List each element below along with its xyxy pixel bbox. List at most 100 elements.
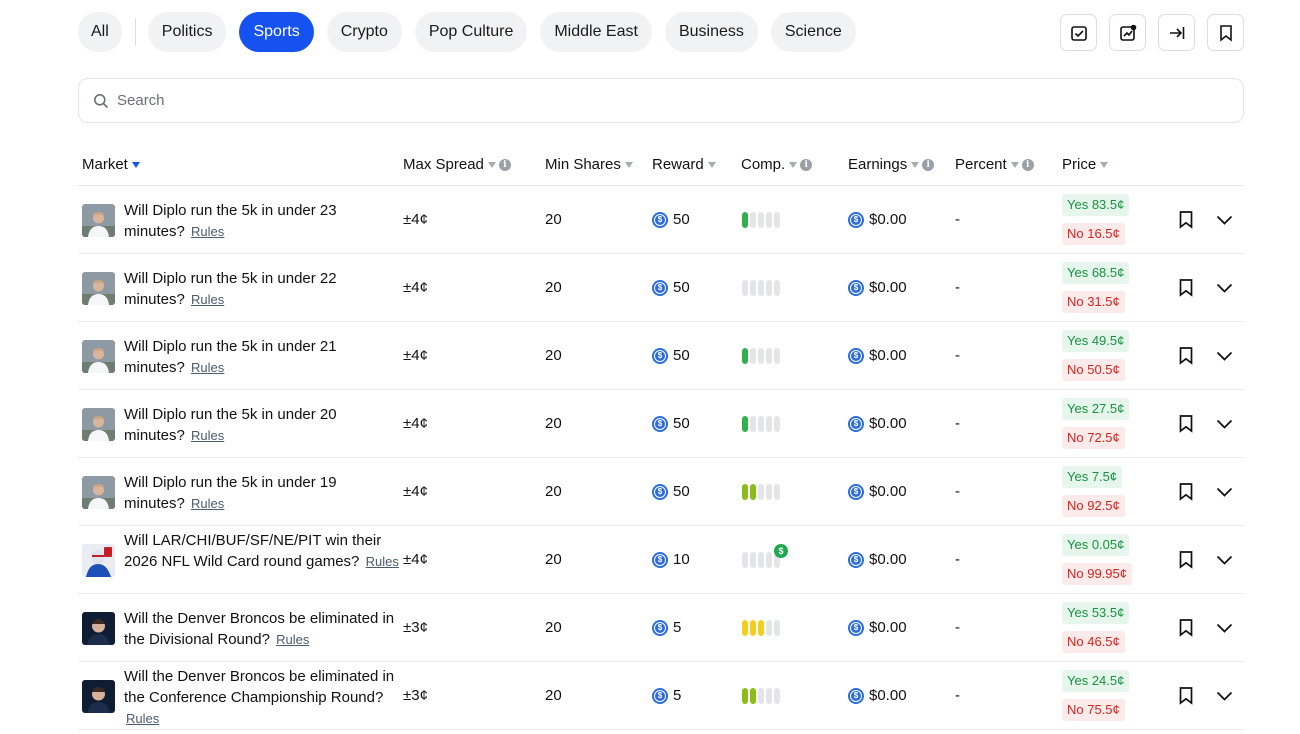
column-earnings[interactable]: Earnings i xyxy=(848,156,935,173)
reward-value: $ 50 xyxy=(652,415,690,432)
info-icon[interactable]: i xyxy=(800,158,813,171)
no-price-button[interactable]: No 99.95¢ xyxy=(1062,563,1132,585)
market-question[interactable]: Will Diplo run the 5k in under 20 minute… xyxy=(124,406,337,444)
log-in-button[interactable] xyxy=(1158,14,1195,51)
bookmark-icon[interactable] xyxy=(1178,550,1194,569)
market-title[interactable]: Will LAR/CHI/BUF/SF/NE/PIT win their 202… xyxy=(124,530,399,572)
rules-link[interactable]: Rules xyxy=(191,360,225,375)
yes-price-button[interactable]: Yes 7.5¢ xyxy=(1062,466,1123,488)
yes-price-button[interactable]: Yes 83.5¢ xyxy=(1062,194,1130,216)
yes-price-button[interactable]: Yes 68.5¢ xyxy=(1062,262,1130,284)
chevron-down-icon[interactable] xyxy=(1216,283,1233,293)
yes-price-button[interactable]: Yes 49.5¢ xyxy=(1062,330,1130,352)
bookmark-icon[interactable] xyxy=(1178,414,1194,433)
competition-bar xyxy=(742,688,748,704)
no-price-button[interactable]: No 46.5¢ xyxy=(1062,631,1125,653)
category-chip-middle-east[interactable]: Middle East xyxy=(540,12,652,52)
category-chip-politics[interactable]: Politics xyxy=(147,12,227,52)
market-question[interactable]: Will LAR/CHI/BUF/SF/NE/PIT win their 202… xyxy=(124,532,382,570)
reward-badge-icon: $ xyxy=(774,544,788,558)
table-row[interactable]: Will Diplo run the 5k in under 22 minute… xyxy=(78,254,1244,322)
category-chip-business[interactable]: Business xyxy=(664,12,758,52)
row-actions xyxy=(1178,618,1233,637)
no-price-button[interactable]: No 75.5¢ xyxy=(1062,699,1125,721)
yes-price-button[interactable]: Yes 24.5¢ xyxy=(1062,670,1130,692)
rules-link[interactable]: Rules xyxy=(191,292,225,307)
chevron-down-icon[interactable] xyxy=(1216,691,1233,701)
category-chip-all[interactable]: All xyxy=(78,12,122,52)
market-title[interactable]: Will Diplo run the 5k in under 21 minute… xyxy=(124,336,399,378)
bookmark-icon[interactable] xyxy=(1178,346,1194,365)
no-price-button[interactable]: No 16.5¢ xyxy=(1062,223,1125,245)
no-price-button[interactable]: No 31.5¢ xyxy=(1062,291,1125,313)
column-max-spread[interactable]: Max Spread i xyxy=(403,156,511,173)
category-chip-pop-culture[interactable]: Pop Culture xyxy=(414,12,528,52)
chevron-down-icon[interactable] xyxy=(1216,623,1233,633)
earnings-value: $ $0.00 xyxy=(848,279,907,296)
market-question[interactable]: Will Diplo run the 5k in under 21 minute… xyxy=(124,338,337,376)
no-price-button[interactable]: No 50.5¢ xyxy=(1062,359,1125,381)
table-row[interactable]: Will the Denver Broncos be eliminated in… xyxy=(78,662,1244,730)
usdc-coin-icon: $ xyxy=(848,279,864,296)
rewards-button[interactable] xyxy=(1109,14,1146,51)
market-title[interactable]: Will the Denver Broncos be eliminated in… xyxy=(124,666,399,729)
category-chip-science[interactable]: Science xyxy=(770,12,856,52)
market-title[interactable]: Will Diplo run the 5k in under 23 minute… xyxy=(124,200,399,242)
no-price-button[interactable]: No 92.5¢ xyxy=(1062,495,1125,517)
checklist-button[interactable] xyxy=(1060,14,1097,51)
chevron-down-icon[interactable] xyxy=(1216,487,1233,497)
column-market[interactable]: Market xyxy=(82,156,140,173)
market-question[interactable]: Will Diplo run the 5k in under 19 minute… xyxy=(124,474,337,512)
market-question[interactable]: Will the Denver Broncos be eliminated in… xyxy=(124,610,395,648)
rules-link[interactable]: Rules xyxy=(191,496,225,511)
market-question[interactable]: Will Diplo run the 5k in under 23 minute… xyxy=(124,202,337,240)
search-input[interactable] xyxy=(117,92,1017,109)
bookmark-icon[interactable] xyxy=(1178,210,1194,229)
rules-link[interactable]: Rules xyxy=(365,554,399,569)
category-chip-sports[interactable]: Sports xyxy=(239,12,314,52)
rules-link[interactable]: Rules xyxy=(191,224,225,239)
info-icon[interactable]: i xyxy=(498,158,511,171)
market-avatar xyxy=(82,408,115,441)
bookmark-icon[interactable] xyxy=(1178,278,1194,297)
rules-link[interactable]: Rules xyxy=(126,711,160,726)
table-row[interactable]: Will Diplo run the 5k in under 23 minute… xyxy=(78,186,1244,254)
bookmark-icon[interactable] xyxy=(1178,482,1194,501)
chevron-down-icon[interactable] xyxy=(1216,555,1233,565)
market-title[interactable]: Will Diplo run the 5k in under 22 minute… xyxy=(124,268,399,310)
bookmark-icon[interactable] xyxy=(1178,618,1194,637)
usdc-coin-icon: $ xyxy=(848,551,864,568)
column-price[interactable]: Price xyxy=(1062,156,1109,173)
category-chip-crypto[interactable]: Crypto xyxy=(326,12,402,52)
no-price-button[interactable]: No 72.5¢ xyxy=(1062,427,1125,449)
info-icon[interactable]: i xyxy=(922,158,935,171)
column-percent[interactable]: Percent i xyxy=(955,156,1034,173)
bookmark-icon[interactable] xyxy=(1178,686,1194,705)
column-reward[interactable]: Reward xyxy=(652,156,716,173)
usdc-coin-icon: $ xyxy=(652,279,668,296)
rules-link[interactable]: Rules xyxy=(276,632,310,647)
bookmarks-button[interactable] xyxy=(1207,14,1244,51)
market-title[interactable]: Will Diplo run the 5k in under 19 minute… xyxy=(124,472,399,514)
yes-price-button[interactable]: Yes 53.5¢ xyxy=(1062,602,1130,624)
table-row[interactable]: Will the Denver Broncos be eliminated in… xyxy=(78,594,1244,662)
market-question[interactable]: Will Diplo run the 5k in under 22 minute… xyxy=(124,270,337,308)
market-title[interactable]: Will the Denver Broncos be eliminated in… xyxy=(124,608,399,650)
market-title[interactable]: Will Diplo run the 5k in under 20 minute… xyxy=(124,404,399,446)
table-row[interactable]: Will Diplo run the 5k in under 20 minute… xyxy=(78,390,1244,458)
table-row[interactable]: Will Diplo run the 5k in under 19 minute… xyxy=(78,458,1244,526)
earnings-amount: $0.00 xyxy=(869,551,907,568)
column-comp[interactable]: Comp. i xyxy=(741,156,813,173)
chevron-down-icon[interactable] xyxy=(1216,215,1233,225)
rules-link[interactable]: Rules xyxy=(191,428,225,443)
table-row[interactable]: Will LAR/CHI/BUF/SF/NE/PIT win their 202… xyxy=(78,526,1244,594)
info-icon[interactable]: i xyxy=(1021,158,1034,171)
market-question[interactable]: Will the Denver Broncos be eliminated in… xyxy=(124,668,395,706)
column-min-shares[interactable]: Min Shares xyxy=(545,156,633,173)
chevron-down-icon[interactable] xyxy=(1216,419,1233,429)
yes-price-button[interactable]: Yes 0.05¢ xyxy=(1062,534,1130,556)
yes-price-button[interactable]: Yes 27.5¢ xyxy=(1062,398,1130,420)
table-row[interactable]: Will Diplo run the 5k in under 21 minute… xyxy=(78,322,1244,390)
chevron-down-icon[interactable] xyxy=(1216,351,1233,361)
search-box[interactable] xyxy=(78,78,1244,123)
